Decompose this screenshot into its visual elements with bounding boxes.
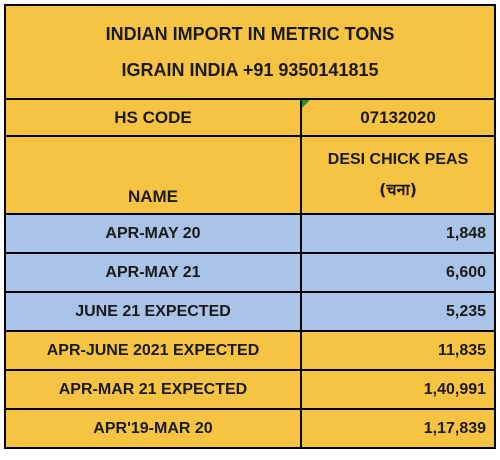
table-row: APR-JUNE 2021 EXPECTED 11,835	[4, 330, 497, 371]
title-line-2: IGRAIN INDIA +91 9350141815	[121, 60, 379, 80]
import-value: 5,235	[299, 291, 497, 332]
import-value: 11,835	[299, 330, 497, 371]
name-label: NAME	[4, 135, 302, 215]
commodity-name-hindi: (चना)	[379, 180, 417, 199]
table-row: APR-MAR 21 EXPECTED 1,40,991	[4, 369, 497, 410]
table-title: INDIAN IMPORT IN METRIC TONS IGRAIN INDI…	[3, 4, 497, 100]
table-row: JUNE 21 EXPECTED 5,235	[4, 291, 497, 332]
hs-code-value: 07132020	[360, 107, 436, 127]
commodity-name: DESI CHICK PEAS	[327, 151, 469, 168]
table-row: APR-MAY 21 6,600	[4, 252, 497, 293]
period-label: APR'19-MAR 20	[4, 408, 302, 449]
table-row: APR'19-MAR 20 1,17,839	[4, 408, 497, 449]
period-label: APR-JUNE 2021 EXPECTED	[4, 330, 302, 371]
period-label: APR-MAY 21	[4, 252, 302, 293]
period-label: APR-MAR 21 EXPECTED	[4, 369, 302, 410]
import-value: 1,17,839	[299, 408, 497, 449]
import-value: 1,40,991	[299, 369, 497, 410]
title-line-1: INDIAN IMPORT IN METRIC TONS	[105, 24, 395, 44]
import-value: 1,848	[299, 213, 497, 254]
hs-code-value-cell: 07132020	[299, 98, 497, 137]
name-value: DESI CHICK PEAS (चना)	[299, 135, 497, 215]
cell-comment-marker	[302, 100, 310, 108]
period-label: JUNE 21 EXPECTED	[4, 291, 302, 332]
import-table: INDIAN IMPORT IN METRIC TONS IGRAIN INDI…	[3, 4, 497, 449]
import-value: 6,600	[299, 252, 497, 293]
table-row: APR-MAY 20 1,848	[4, 213, 497, 254]
period-label: APR-MAY 20	[4, 213, 302, 254]
hs-code-label: HS CODE	[4, 98, 302, 137]
